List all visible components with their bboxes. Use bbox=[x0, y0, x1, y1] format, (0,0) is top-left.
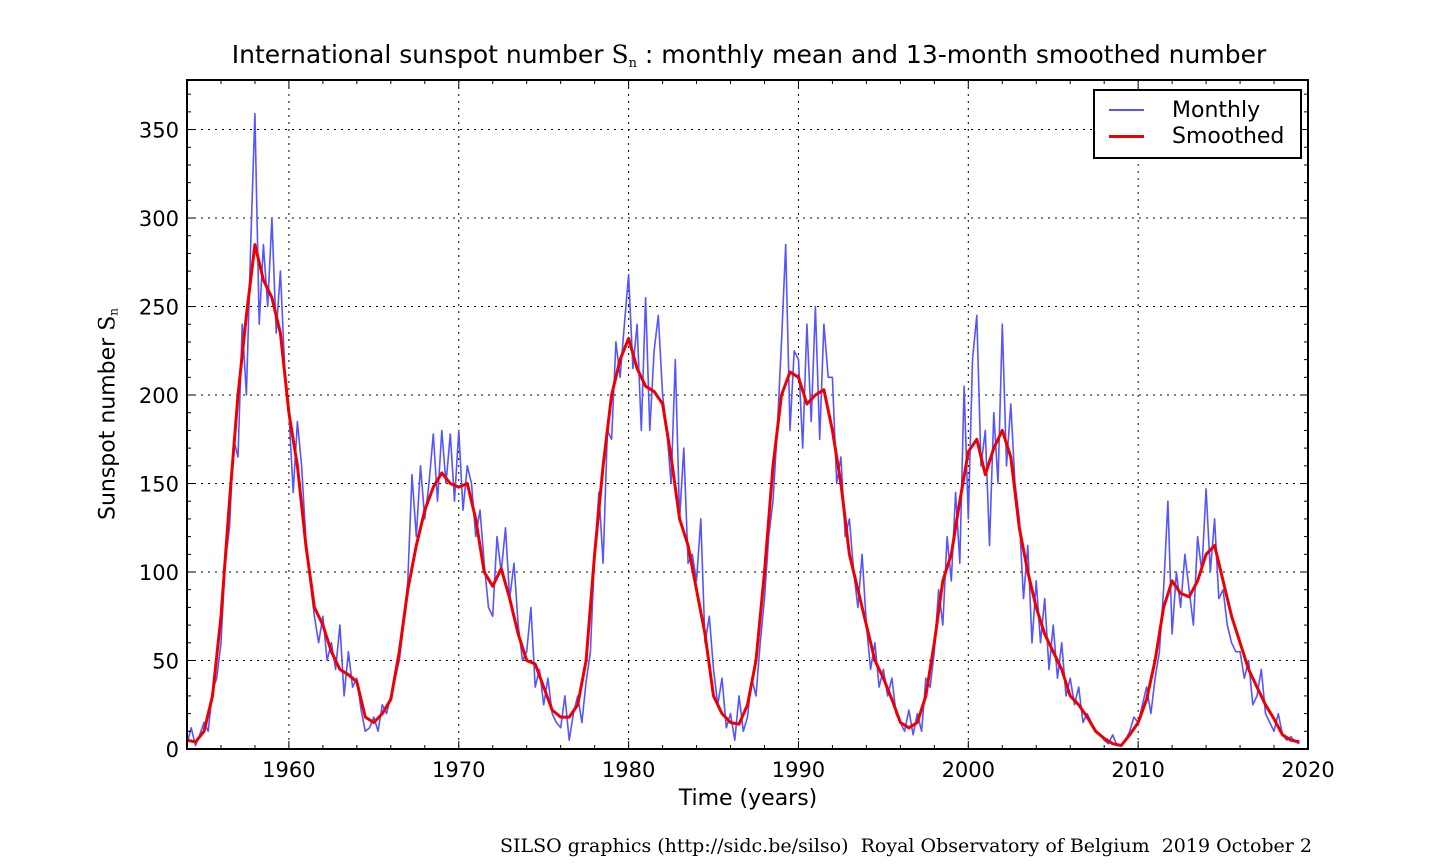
y-tick-label: 0 bbox=[166, 738, 179, 762]
y-tick-label: 50 bbox=[152, 650, 179, 674]
legend-swatch-monthly bbox=[1109, 109, 1144, 111]
plot-frame bbox=[186, 79, 1309, 750]
series-line-smoothed bbox=[187, 243, 1300, 747]
y-axis-label: Sunspot number Sn bbox=[96, 308, 121, 520]
legend: Monthly Smoothed bbox=[1093, 89, 1302, 159]
legend-label-smoothed: Smoothed bbox=[1172, 123, 1285, 149]
y-tick-label: 300 bbox=[139, 207, 179, 231]
x-tick-label: 1980 bbox=[602, 758, 655, 782]
chart-title: International sunspot number Sn : monthl… bbox=[0, 40, 1440, 71]
y-tick-label: 200 bbox=[139, 384, 179, 408]
ylabel-subscript: n bbox=[106, 307, 121, 316]
ylabel-text: Sunspot number bbox=[95, 330, 121, 521]
y-tick-label: 100 bbox=[139, 561, 179, 585]
legend-label-monthly: Monthly bbox=[1172, 97, 1261, 123]
ylabel-symbol: S bbox=[95, 315, 121, 331]
legend-swatch-smoothed bbox=[1109, 134, 1144, 138]
x-tick-label: 1960 bbox=[262, 758, 315, 782]
footer-credit: SILSO graphics (http://sidc.be/silso) Ro… bbox=[500, 835, 1312, 857]
y-tick-label: 150 bbox=[139, 473, 179, 497]
legend-item-monthly: Monthly bbox=[1095, 97, 1260, 123]
x-axis-label: Time (years) bbox=[678, 786, 818, 811]
x-tick-label: 2020 bbox=[1281, 758, 1334, 782]
x-tick-label: 2010 bbox=[1111, 758, 1164, 782]
x-tick-label: 1970 bbox=[432, 758, 485, 782]
title-symbol: S bbox=[611, 40, 629, 69]
x-tick-label: 2000 bbox=[942, 758, 995, 782]
y-tick-label: 250 bbox=[139, 296, 179, 320]
y-tick-label: 350 bbox=[139, 119, 179, 143]
x-tick-label: 1990 bbox=[772, 758, 825, 782]
legend-item-smoothed: Smoothed bbox=[1095, 123, 1284, 149]
title-subscript: n bbox=[628, 56, 637, 71]
title-suffix: : monthly mean and 13-month smoothed num… bbox=[636, 40, 1267, 69]
series-line-monthly bbox=[187, 112, 1300, 747]
title-text: International sunspot number bbox=[231, 40, 612, 69]
